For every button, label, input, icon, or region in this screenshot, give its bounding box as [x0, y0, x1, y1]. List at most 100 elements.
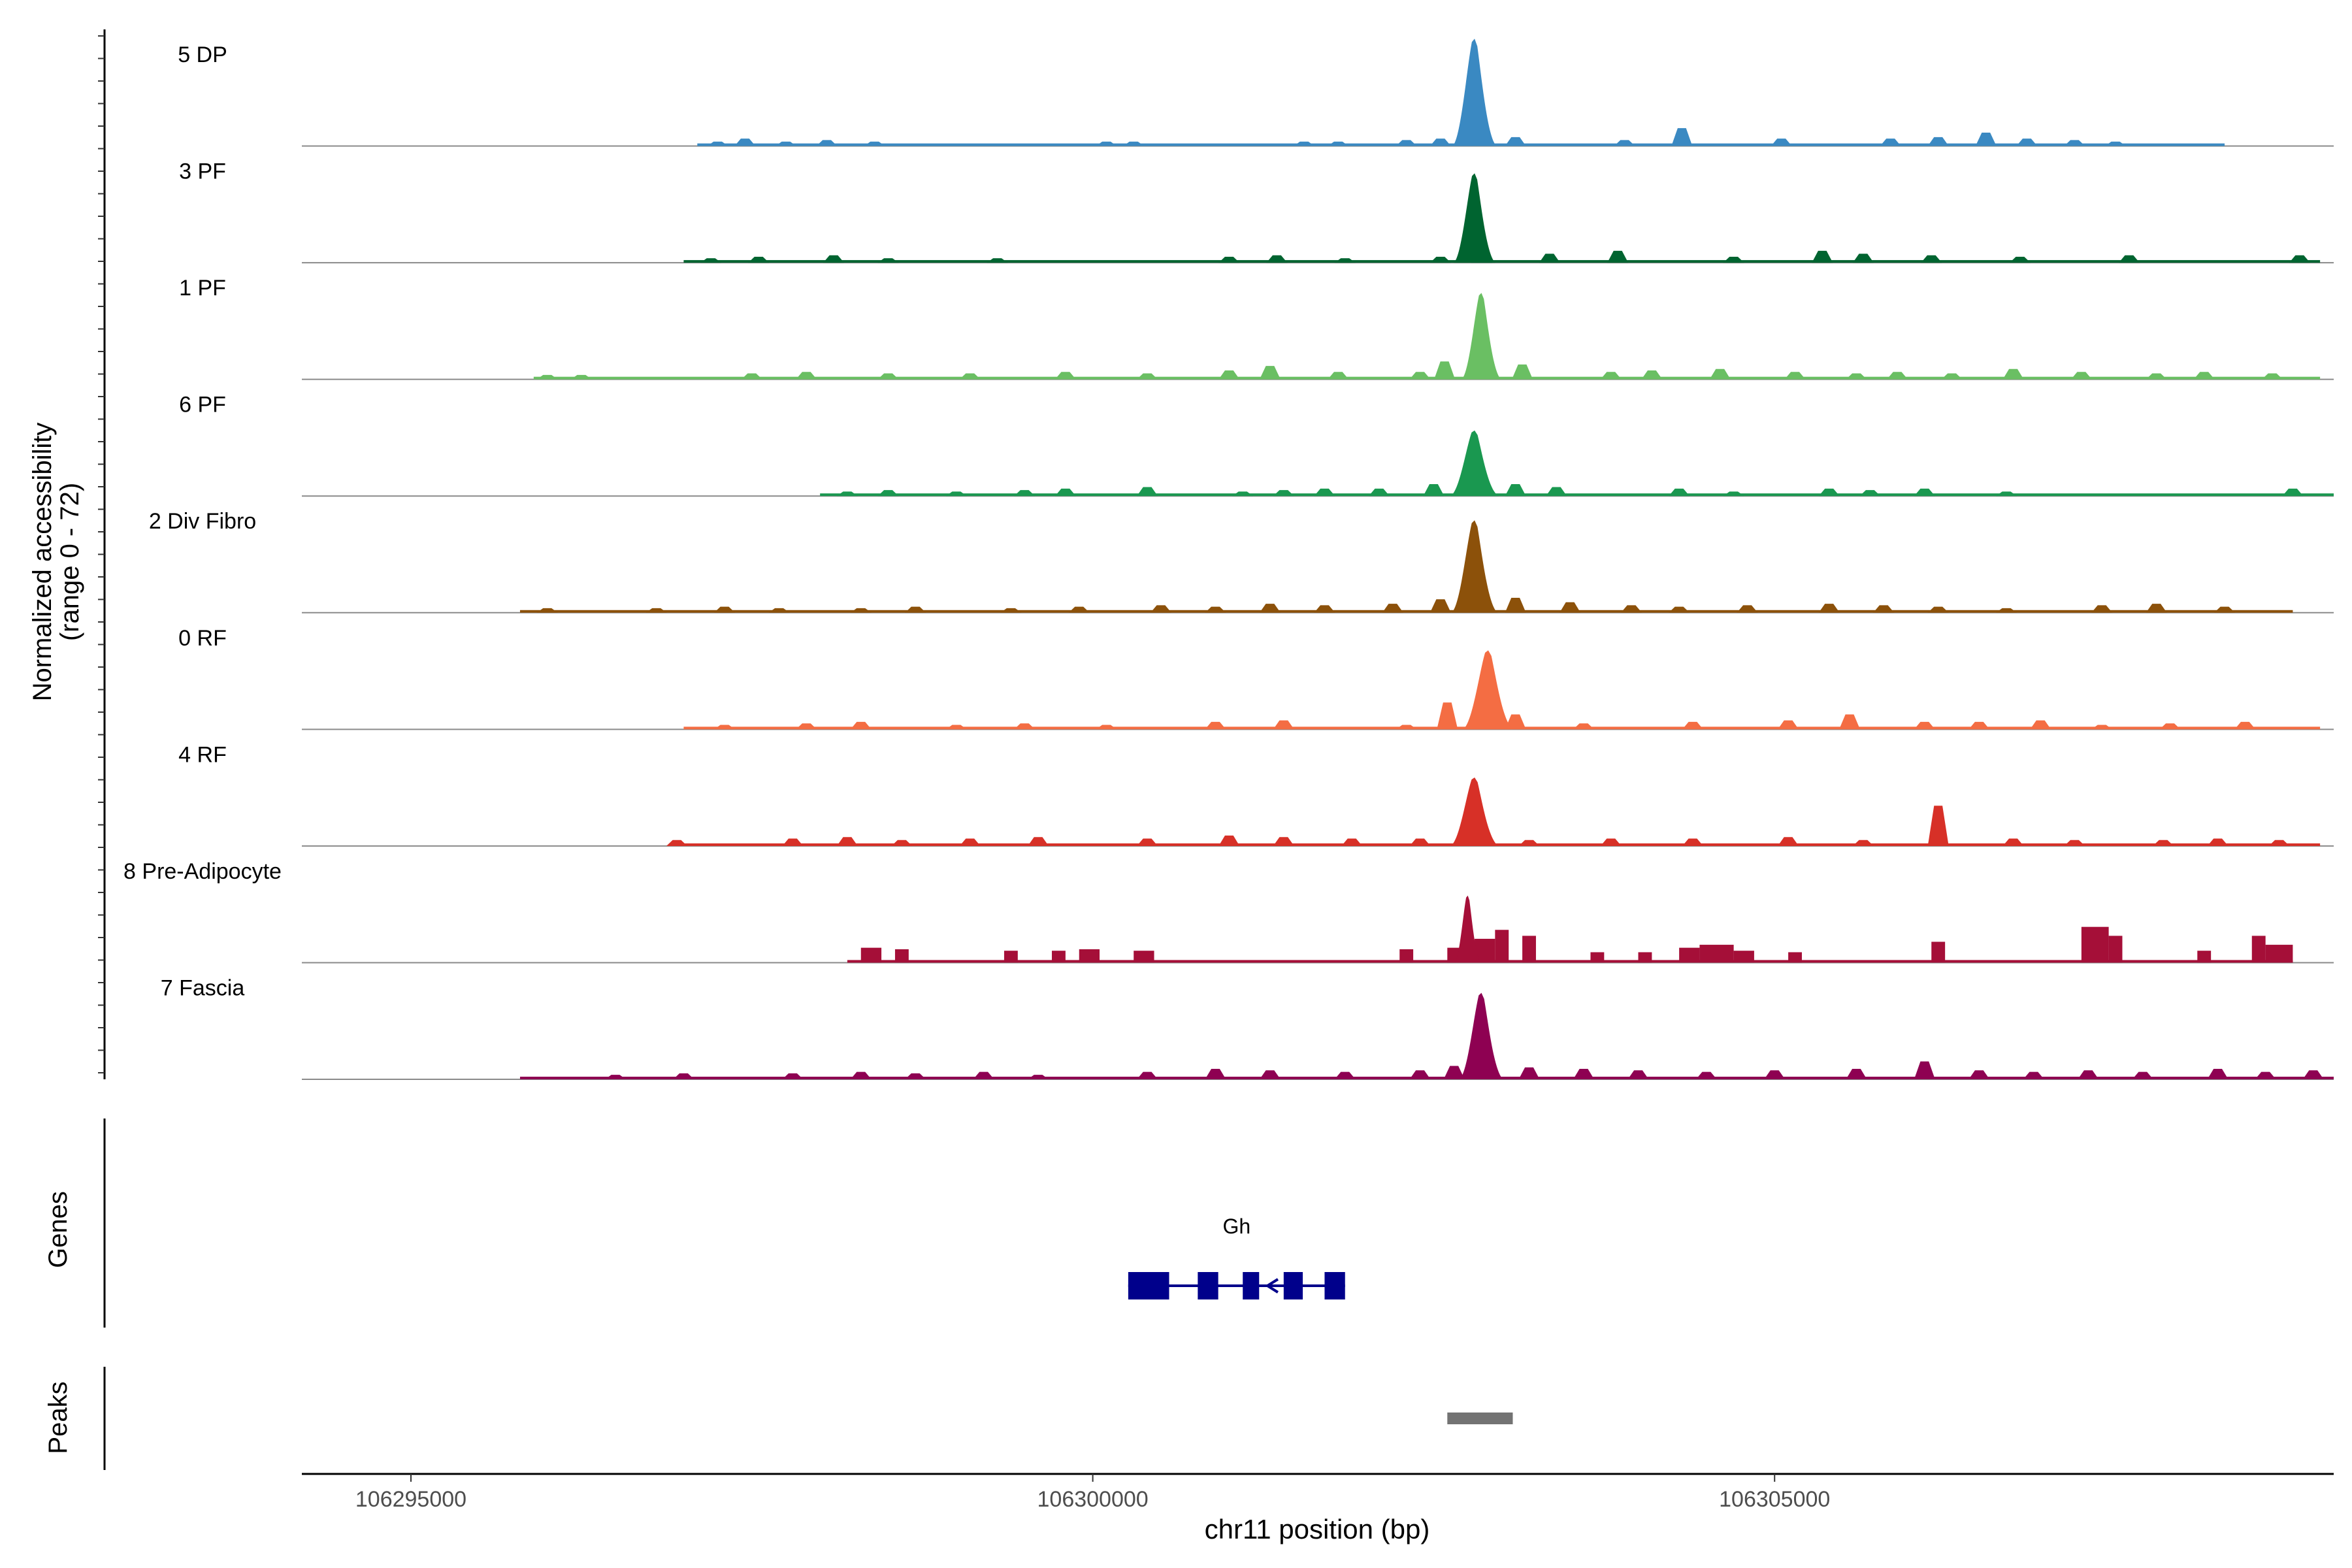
- coverage-peak: [2023, 1071, 2044, 1079]
- coverage-peak: [1328, 141, 1349, 146]
- coverage-block: [894, 949, 909, 963]
- coverage-peak: [1409, 838, 1431, 846]
- track-8-pre-adipocyte: 8 Pre-Adipocyte: [123, 859, 2334, 964]
- coverage-peak: [714, 725, 736, 730]
- coverage-peak: [973, 1071, 994, 1079]
- coverage-block: [1079, 949, 1100, 963]
- coverage-peak: [1218, 256, 1240, 263]
- coverage-peak: [1614, 140, 1635, 146]
- coverage-peak: [1273, 837, 1294, 846]
- coverage-peak: [2268, 840, 2290, 846]
- coverage-peak: [1396, 725, 1417, 730]
- peaks-panel-title: Peaks: [44, 1381, 73, 1454]
- coverage-peak: [2146, 604, 2167, 613]
- peak-region: [1447, 1413, 1513, 1424]
- strand-arrow-icon: [1265, 1278, 1279, 1294]
- coverage-peak: [1259, 1070, 1281, 1079]
- coverage-peak: [1859, 490, 1881, 497]
- coverage-peak: [2064, 840, 2085, 846]
- track-label: 3 PF: [179, 159, 226, 184]
- coverage-peak: [1975, 133, 1997, 146]
- coverage-peak: [2193, 372, 2215, 380]
- coverage-peak: [605, 1075, 627, 1079]
- coverage-peak: [1764, 1070, 1786, 1079]
- coverage-peak: [816, 140, 838, 146]
- coverage-peak: [796, 372, 817, 380]
- coverage-peak: [2002, 368, 2024, 380]
- coverage-peak: [823, 255, 845, 263]
- coverage-peak: [1682, 721, 1703, 730]
- coverage-peak: [2016, 139, 2038, 146]
- coverage-peak: [850, 1071, 872, 1079]
- coverage-block: [2197, 951, 2212, 963]
- coverage-peak: [782, 838, 804, 846]
- coverage-block: [860, 947, 882, 963]
- coverage-peak: [1505, 597, 1526, 613]
- coverage-peak: [1771, 139, 1792, 146]
- coverage-peak: [1505, 483, 1526, 497]
- coverage-peak: [1839, 714, 1861, 730]
- track-2-div-fibro: 2 Div Fibro: [149, 509, 2334, 613]
- coverage-band: [519, 610, 2293, 613]
- coverage-peak: [1873, 605, 1895, 613]
- coverage-block: [1788, 952, 1802, 963]
- coverage-peak: [1014, 490, 1036, 497]
- coverage-peak: [987, 258, 1008, 263]
- gene-exon: [1324, 1272, 1345, 1299]
- coverage-peak: [850, 608, 872, 613]
- coverage-peak: [673, 1073, 694, 1079]
- coverage-peak: [1682, 838, 1703, 846]
- coverage-band: [820, 493, 2334, 497]
- coverage-block: [1522, 936, 1536, 963]
- coverage-peak: [1429, 256, 1451, 263]
- coverage-block: [1495, 930, 1509, 963]
- coverage-block: [1590, 952, 1605, 963]
- coverage-block: [2251, 936, 2266, 963]
- coverage-peak: [864, 141, 885, 146]
- coverage-peak: [1068, 606, 1090, 613]
- coverage-peak: [796, 723, 817, 730]
- coverage-peak: [1123, 141, 1145, 146]
- coverage-peak: [1927, 606, 1949, 613]
- coverage-peak: [1914, 488, 1935, 497]
- track-label: 1 PF: [179, 276, 226, 301]
- coverage-peak: [2002, 838, 2024, 846]
- coverage-peak: [1539, 253, 1560, 263]
- track-7-fascia: 7 Fascia: [161, 975, 2334, 1080]
- x-tick-label: 106295000: [355, 1487, 466, 1512]
- coverage-block: [1004, 951, 1018, 963]
- coverage-peak: [2234, 721, 2256, 730]
- genes-panel: Gh: [1128, 1215, 1345, 1299]
- track-0-rf: 0 RF: [178, 626, 2334, 730]
- coverage-peak: [1443, 1066, 1465, 1079]
- coverage-block: [1733, 951, 1754, 963]
- coverage-peak: [1996, 608, 2017, 613]
- coverage-peak: [2070, 372, 2092, 380]
- track-label: 8 Pre-Adipocyte: [123, 859, 282, 884]
- coverage-peak: [1314, 488, 1335, 497]
- coverage-peak: [2030, 720, 2051, 730]
- coverage-peak: [1880, 139, 1901, 146]
- coverage-peak: [1137, 838, 1158, 846]
- gene-exon: [1128, 1272, 1169, 1299]
- track-4-rf: 4 RF: [178, 742, 2334, 847]
- gene-exon: [1243, 1272, 1260, 1299]
- coverage-peak: [1709, 368, 1731, 380]
- coverage-peak: [1423, 483, 1445, 497]
- main-coverage-peak: [1454, 173, 1495, 263]
- coverage-peak: [1328, 372, 1349, 380]
- coverage-peak: [2078, 1070, 2099, 1079]
- coverage-peak: [1273, 490, 1294, 497]
- coverage-block: [1051, 951, 1066, 963]
- coverage-peak: [1518, 1067, 1540, 1079]
- coverage-peak: [1518, 840, 1540, 846]
- peaks-panel: [1447, 1413, 1513, 1424]
- coverage-peak: [1607, 250, 1629, 263]
- coverage-block: [2081, 926, 2109, 963]
- coverage-peak: [2146, 373, 2167, 380]
- coverage-peak: [1723, 491, 1744, 497]
- main-coverage-peak: [1463, 650, 1514, 730]
- y-axis-title: Normalized accessibility: [28, 423, 57, 702]
- coverage-peak: [959, 838, 981, 846]
